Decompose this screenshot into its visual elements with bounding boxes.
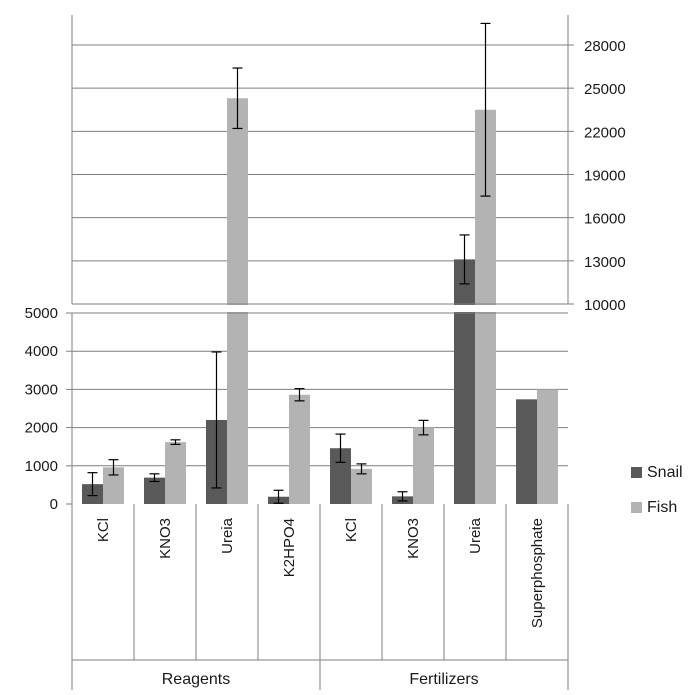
error-bars <box>64 22 576 504</box>
bars <box>82 98 558 504</box>
axes <box>66 15 574 690</box>
tick-label-right: 25000 <box>584 81 626 98</box>
legend-label: Fish <box>647 499 677 516</box>
tick-label-right: 10000 <box>584 297 626 314</box>
category-label: Ureia <box>219 517 236 554</box>
category-label: KCl <box>343 518 360 542</box>
tick-label-right: 22000 <box>584 124 626 141</box>
legend-swatch <box>631 467 642 478</box>
category-label: KNO3 <box>405 518 422 559</box>
tick-label-left: 2000 <box>25 420 58 437</box>
tick-label-left: 1000 <box>25 458 58 475</box>
tick-label-right: 16000 <box>584 211 626 228</box>
category-label: Superphosphate <box>529 518 546 628</box>
tick-label-left: 5000 <box>25 305 58 322</box>
category-label: KNO3 <box>157 518 174 559</box>
bar-fish <box>289 394 310 504</box>
bar-fish <box>413 427 434 504</box>
bar-snail <box>454 259 475 504</box>
group-label: Fertilizers <box>409 671 478 688</box>
bar-snail <box>516 399 537 504</box>
bar-snail <box>330 448 351 504</box>
tick-label-left: 3000 <box>25 381 58 398</box>
bar-fish <box>537 389 558 504</box>
category-label: K2HPO4 <box>281 518 298 577</box>
bar-snail <box>144 477 165 504</box>
tick-label-right: 13000 <box>584 254 626 271</box>
bar-fish <box>103 467 124 504</box>
group-label: Reagents <box>162 671 231 688</box>
bar-fish <box>165 442 186 504</box>
tick-label-left: 0 <box>50 496 58 513</box>
tick-label-right: 19000 <box>584 168 626 185</box>
category-label: KCl <box>95 518 112 542</box>
legend-swatch <box>631 502 642 513</box>
tick-labels: 0 1000 2000 3000 4000 5000 10000 13000 16000 1900… <box>25 38 626 513</box>
category-label: Ureia <box>467 517 484 554</box>
tick-label-right: 28000 <box>584 38 626 55</box>
legend-label: Snail <box>647 464 683 481</box>
tick-label-left: 4000 <box>25 343 58 360</box>
bar-fish <box>227 98 248 504</box>
legend: Snail Fish <box>631 464 683 516</box>
category-labels: KCl KNO3 Ureia K2HPO4 KCl KNO3 Ureia Superphosp… <box>95 517 546 688</box>
bar-fish <box>351 468 372 504</box>
axis-break-gap <box>64 305 576 312</box>
